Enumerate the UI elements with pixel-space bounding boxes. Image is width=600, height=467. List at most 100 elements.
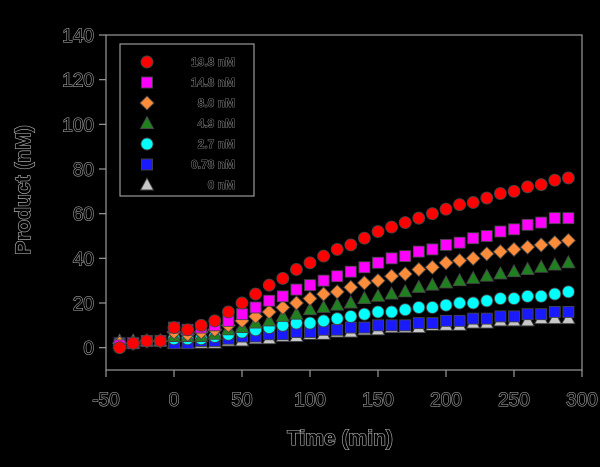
data-point [466, 196, 480, 209]
data-point [561, 285, 575, 299]
y-tick-label: 140 [62, 26, 94, 47]
data-point [397, 266, 413, 282]
data-point [399, 319, 412, 332]
data-point [302, 290, 318, 307]
data-point [235, 296, 249, 310]
legend-marker [139, 95, 155, 111]
x-axis-ticks: -50 0 50 100 150 200 250 300 [92, 370, 598, 412]
legend-label: 19.8 nM [191, 55, 235, 69]
data-point [561, 254, 576, 269]
data-point [288, 295, 305, 311]
data-point [453, 296, 467, 310]
data-point [329, 297, 345, 311]
data-point [453, 236, 466, 249]
data-point [494, 310, 507, 323]
data-point [439, 202, 453, 216]
data-point [562, 212, 575, 225]
data-point [263, 294, 276, 307]
data-point [194, 318, 208, 332]
data-point [249, 301, 262, 314]
legend-label: 8.0 nM [198, 96, 235, 110]
data-point [440, 314, 452, 327]
x-tick-label: 200 [430, 390, 462, 411]
data-point [398, 303, 412, 317]
data-point [317, 249, 331, 263]
legend-marker [139, 115, 155, 129]
legend-label: 2.7 nM [198, 137, 235, 151]
data-point [493, 266, 508, 280]
y-tick-label: 120 [62, 71, 94, 92]
data-point [290, 283, 303, 296]
data-point [399, 250, 412, 263]
data-point [424, 259, 441, 275]
data-point [262, 278, 276, 292]
data-point [548, 305, 561, 318]
data-point [344, 321, 357, 334]
data-point [372, 319, 384, 332]
data-point [261, 304, 277, 320]
data-point [547, 235, 563, 251]
legend-marker [141, 158, 153, 171]
data-point [548, 287, 562, 301]
data-point [344, 309, 358, 323]
data-point [384, 286, 399, 300]
data-point [344, 265, 357, 278]
y-tick-label: 0 [83, 339, 94, 360]
legend-box [119, 43, 255, 197]
data-point [181, 323, 195, 337]
data-point [358, 321, 371, 334]
y-tick-label: 100 [62, 115, 94, 136]
data-point [506, 263, 522, 278]
data-point [343, 279, 359, 296]
data-point [140, 334, 154, 348]
data-point [562, 305, 575, 318]
legend-marker [140, 55, 154, 69]
data-point [372, 256, 384, 269]
data-point [330, 242, 344, 256]
y-tick-label: 60 [73, 205, 94, 226]
data-point [113, 341, 127, 355]
data-point [451, 252, 468, 269]
data-point [385, 305, 399, 319]
data-point [317, 274, 330, 287]
legend: 19.8 nM 14.8 nM 8.0 nM 4.9 nM 2.7 nM 0.78 nM 0… [119, 43, 255, 197]
x-tick-label: 150 [362, 390, 394, 411]
data-point [425, 301, 439, 314]
data-point [521, 289, 535, 303]
data-point [425, 207, 439, 221]
data-point [548, 212, 561, 225]
data-point [303, 256, 317, 270]
data-point [304, 279, 316, 292]
data-point [315, 286, 332, 302]
data-point [331, 270, 344, 283]
data-point [453, 314, 466, 327]
data-point [492, 243, 509, 260]
data-point [343, 295, 359, 309]
data-point [521, 180, 535, 194]
legend-label: 14.8 nM [191, 76, 235, 90]
data-point [289, 263, 303, 276]
x-tick-label: 0 [169, 390, 180, 411]
data-point [316, 299, 331, 313]
data-point [519, 239, 536, 255]
data-point [329, 284, 345, 300]
y-axis-title: Product (nM) [12, 125, 35, 254]
data-point [357, 231, 371, 245]
plot-frame [105, 34, 583, 371]
data-point [370, 288, 386, 302]
legend-marker [139, 177, 155, 191]
data-point [371, 225, 385, 238]
data-point [356, 275, 373, 291]
data-point [453, 198, 467, 212]
data-point [535, 216, 548, 229]
data-point [383, 268, 400, 284]
data-point [371, 305, 385, 319]
data-point [425, 277, 440, 291]
x-tick-label: 100 [294, 390, 326, 411]
legend-label: 0.78 nM [191, 158, 235, 172]
data-point [344, 238, 358, 252]
data-point [480, 191, 494, 205]
legend-label: 4.9 nM [198, 117, 235, 131]
x-tick-label: 250 [498, 390, 530, 411]
data-point [330, 312, 344, 326]
